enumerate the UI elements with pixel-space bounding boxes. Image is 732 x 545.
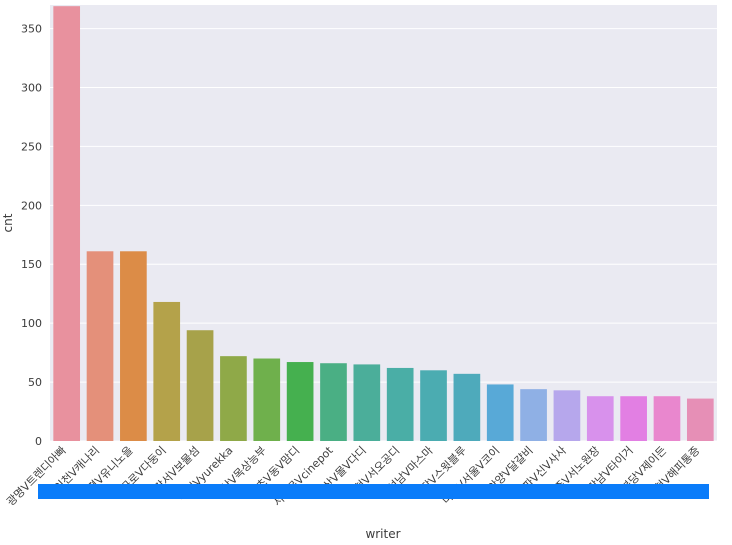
highlight-bar	[38, 484, 709, 499]
bar	[420, 370, 447, 441]
bar	[86, 251, 114, 441]
bar	[353, 364, 381, 441]
bar	[686, 398, 714, 441]
bar	[386, 367, 414, 441]
y-tick-labels: 0 50 100 150 200 250 300 350	[21, 23, 42, 448]
bar	[453, 373, 481, 441]
bar	[520, 389, 547, 441]
bars	[53, 6, 714, 442]
y-tick-label: 200	[21, 199, 42, 212]
y-tick-label: 50	[28, 376, 42, 389]
bar	[486, 384, 514, 441]
x-axis-label: writer	[365, 527, 400, 541]
bar	[286, 362, 314, 441]
y-tick-label: 300	[21, 81, 42, 94]
y-tick-label: 100	[21, 317, 42, 330]
y-tick-label: 350	[21, 23, 42, 36]
bar	[586, 396, 614, 441]
bar	[620, 396, 647, 441]
bar	[320, 363, 347, 441]
y-tick-label: 150	[21, 258, 42, 271]
y-tick-label: 250	[21, 140, 42, 153]
bar	[120, 251, 147, 441]
bar	[253, 358, 281, 441]
bar	[653, 396, 681, 441]
bar	[53, 6, 81, 442]
bar	[186, 330, 214, 441]
bar	[153, 301, 181, 441]
plot-area	[50, 5, 717, 441]
bar	[220, 356, 247, 441]
bar	[553, 390, 581, 441]
y-axis-label: cnt	[1, 213, 15, 232]
y-tick-label: 0	[35, 435, 42, 448]
